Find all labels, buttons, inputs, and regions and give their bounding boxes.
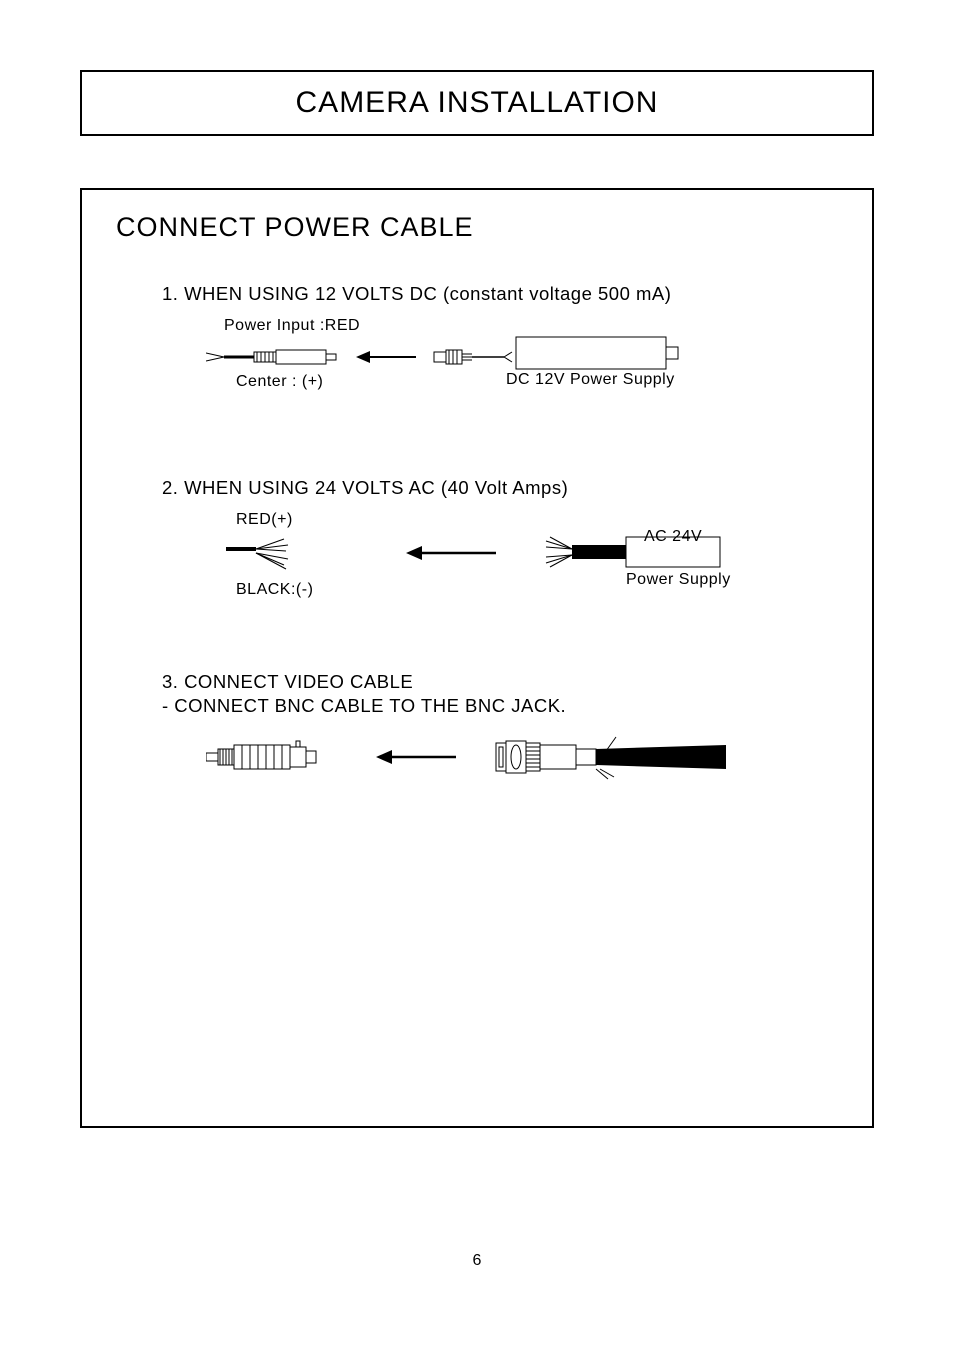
step1-supply-label: DC 12V Power Supply: [506, 371, 675, 389]
page-title: CAMERA INSTALLATION: [296, 86, 659, 119]
step2-supply-label: Power Supply: [626, 571, 731, 589]
step2-heading: 2. WHEN USING 24 VOLTS AC (40 Volt Amps): [162, 477, 838, 499]
step1-diagram: Power Input :RED: [206, 317, 838, 407]
step2-box-label: AC 24V: [644, 528, 702, 546]
step2-red-label: RED(+): [236, 511, 838, 529]
step3-heading-b: - CONNECT BNC CABLE TO THE BNC JACK.: [162, 695, 838, 717]
step1-block: 1. WHEN USING 12 VOLTS DC (constant volt…: [116, 283, 838, 407]
page-number: 6: [0, 1252, 954, 1270]
dc-connector-svg: [206, 335, 766, 377]
content-box: CONNECT POWER CABLE 1. WHEN USING 12 VOL…: [80, 188, 874, 1128]
step3-block: 3. CONNECT VIDEO CABLE - CONNECT BNC CAB…: [116, 671, 838, 789]
step3-diagram: [206, 729, 838, 789]
page-title-box: CAMERA INSTALLATION: [80, 70, 874, 136]
step1-heading: 1. WHEN USING 12 VOLTS DC (constant volt…: [162, 283, 838, 305]
step1-power-input-label: Power Input :RED: [224, 317, 838, 335]
section-title: CONNECT POWER CABLE: [116, 212, 838, 243]
step2-diagram: RED(+): [206, 511, 838, 601]
bnc-svg: [206, 729, 826, 785]
step2-black-label: BLACK:(-): [236, 581, 838, 599]
step3-heading-a: 3. CONNECT VIDEO CABLE: [162, 671, 838, 693]
step2-block: 2. WHEN USING 24 VOLTS AC (40 Volt Amps)…: [116, 477, 838, 601]
